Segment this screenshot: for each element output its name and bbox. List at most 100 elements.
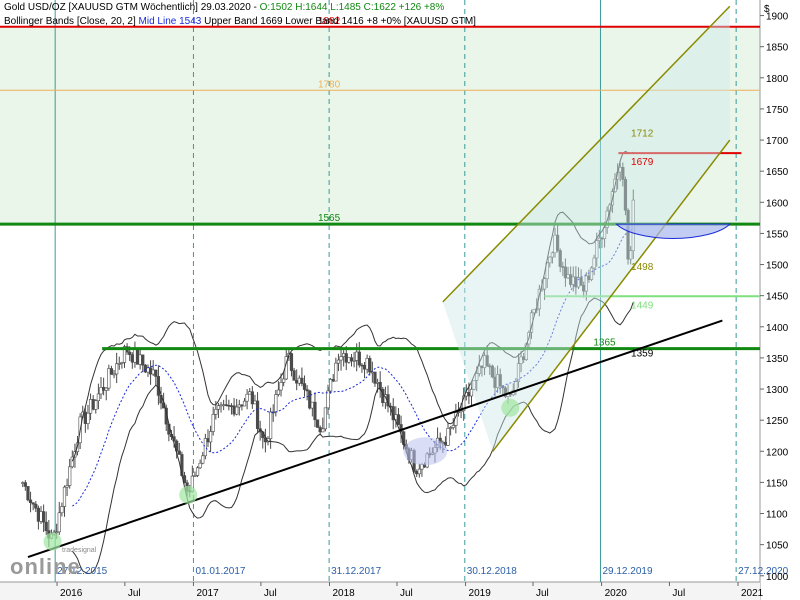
candle-body (503, 387, 508, 397)
candle-body (242, 400, 247, 407)
candle-body (289, 353, 294, 371)
candle-body (584, 275, 588, 292)
price-tick-label: 1150 (766, 478, 788, 489)
level-label: 1565 (318, 213, 341, 224)
time-tick-label: 2017 (196, 588, 219, 599)
price-tick-label: 1250 (766, 416, 789, 427)
candle-body (451, 425, 455, 428)
candle-body (65, 485, 69, 488)
svg-text:tradesignal: tradesignal (62, 547, 97, 554)
candle-body (469, 388, 474, 397)
candle-body (490, 365, 494, 378)
candle-body (222, 404, 226, 406)
candle-body (315, 419, 320, 428)
candle-body (117, 363, 121, 365)
candle-body (55, 531, 59, 534)
candle-body (300, 377, 304, 384)
time-tick-label: 2016 (60, 588, 83, 599)
candle-body (545, 262, 549, 280)
candle-body (550, 252, 554, 258)
candle-body (68, 466, 72, 486)
candle-body (135, 348, 140, 365)
candle-body (206, 438, 210, 443)
price-tick-label: 1200 (766, 447, 789, 458)
candle-body (475, 373, 479, 381)
candle-body (563, 266, 568, 279)
candle-body (138, 354, 142, 365)
candle-body (96, 393, 101, 402)
candle-body (415, 471, 419, 475)
candle-body (91, 399, 95, 410)
candle-body (148, 367, 153, 375)
candle-body (498, 374, 502, 387)
candle-body (232, 405, 236, 415)
candle-body (211, 414, 215, 432)
price-tick-label: 1300 (766, 385, 789, 396)
candle-body (156, 376, 161, 396)
candle-body (36, 507, 40, 522)
candle-body (331, 379, 335, 382)
channel-fill (442, 6, 730, 452)
candle-body (629, 250, 633, 260)
candle-body (297, 377, 301, 384)
candle-body (274, 394, 278, 413)
candle-body (143, 364, 147, 373)
candle-body (318, 427, 322, 433)
price-axis-area (760, 0, 800, 600)
channel-lower-line (492, 139, 731, 452)
price-tick-label: 1850 (766, 43, 789, 54)
time-axis-area (0, 582, 760, 600)
candle-body (375, 381, 380, 384)
candle-body (57, 512, 61, 533)
candle-body (485, 355, 489, 367)
bollinger-upper-band (71, 150, 634, 462)
base-marker (403, 437, 448, 466)
candle-body (112, 373, 116, 376)
candle-body (250, 391, 254, 405)
candle-body (589, 267, 594, 280)
candle-body (86, 412, 90, 424)
level-label: 1449 (631, 300, 654, 311)
candle-body (313, 401, 317, 421)
labels: 27.12.2015 01.01.2017 31.12.2017 30.12.2018… (57, 4, 789, 599)
candle-body (558, 250, 562, 267)
candle-body (295, 380, 299, 384)
ohlc-text: O:1502 H:1644 L:1485 (259, 2, 364, 13)
level-label: 1365 (593, 338, 616, 349)
level-label: 1882 (318, 16, 341, 27)
time-tick-label: 2020 (605, 588, 628, 599)
price-tick-label: 1750 (766, 105, 789, 116)
chart-grid (54, 0, 764, 586)
candle-body (133, 348, 137, 363)
bollinger-mid-line (72, 226, 634, 507)
candle-body (292, 370, 296, 381)
level-label: 1780 (318, 79, 341, 90)
bottom-marker (501, 398, 520, 417)
candle-body (347, 357, 351, 363)
price-tick-label: 1000 (766, 572, 789, 583)
target-zone-ellipse (615, 223, 732, 239)
candle-body (195, 467, 200, 476)
bollinger-lower-band (71, 297, 634, 575)
tradesignal-online-logo: tradesignal online (10, 547, 97, 578)
candle-body (462, 395, 466, 411)
candle-body (203, 438, 207, 457)
candle-body (107, 368, 111, 389)
candle-body (373, 371, 377, 384)
candle-body (357, 351, 361, 366)
candle-body (362, 365, 367, 370)
time-tick-label: Jul (400, 588, 413, 599)
candle-body (396, 414, 401, 425)
bottom-marker (179, 485, 198, 504)
close-text: C:1622 +126 +8% (363, 2, 445, 13)
overlays (0, 5, 760, 575)
candle-body (83, 411, 87, 424)
candle-body (344, 353, 348, 363)
candle-body (177, 450, 181, 455)
svg-text:online: online (10, 554, 81, 578)
candle-body (62, 486, 67, 507)
candle-body (240, 404, 244, 407)
candle-body (122, 346, 127, 363)
price-tick-label: 1900 (766, 12, 789, 23)
